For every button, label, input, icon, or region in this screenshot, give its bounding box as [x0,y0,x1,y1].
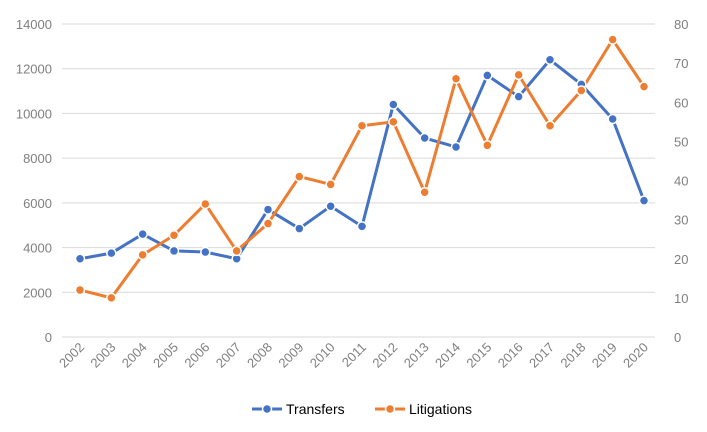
left-axis-tick: 0 [45,330,52,345]
legend-label-litigations: Litigations [409,401,472,417]
left-axis-tick: 14000 [16,17,52,32]
data-point-litigations [200,198,211,210]
data-point-transfers [356,221,368,232]
x-axis-tick: 2010 [307,340,338,371]
right-axis-ticks: 0 10 20 30 40 50 60 70 80 [674,17,688,345]
x-axis-tick: 2016 [495,340,526,371]
data-point-transfers [325,200,336,212]
data-point-transfers [168,245,180,257]
data-point-litigations [576,85,587,96]
x-axis-tick: 2020 [620,340,651,371]
data-point-transfers [544,54,556,66]
data-point-litigations [638,81,650,92]
right-axis-tick: 30 [674,213,688,228]
data-point-transfers [200,246,211,258]
data-point-litigations [450,73,462,85]
left-axis-tick: 8000 [23,151,52,166]
right-axis-tick: 10 [674,291,688,306]
data-point-litigations [74,284,86,296]
left-axis-tick: 2000 [23,285,52,300]
x-axis-tick: 2008 [244,340,275,371]
right-axis-tick: 50 [674,134,688,149]
data-point-transfers [638,195,650,206]
data-point-transfers [419,132,430,144]
left-axis-tick: 12000 [16,62,52,77]
data-point-litigations [356,120,368,131]
x-axis-tick: 2011 [339,340,369,370]
series-layer [74,34,650,304]
left-axis-ticks: 0 2000 4000 6000 8000 10000 12000 14000 [16,17,52,345]
x-axis-tick: 2012 [369,340,400,371]
legend-entry-litigations: Litigations [375,401,472,417]
x-axis-tick: 2014 [432,340,463,371]
data-point-transfers [482,70,493,81]
data-point-litigations [513,69,524,81]
legend: Transfers Litigations [252,401,472,417]
data-point-transfers [137,228,148,240]
right-axis-tick: 60 [674,95,688,110]
data-point-litigations [325,179,336,190]
data-point-transfers [294,223,305,234]
data-point-litigations [262,218,274,229]
data-point-litigations [137,249,148,261]
x-axis-tick: 2009 [275,340,306,371]
data-point-transfers [388,99,399,110]
right-axis-tick: 70 [674,56,688,71]
x-axis-tick: 2002 [56,340,87,371]
data-point-litigations [231,245,242,257]
data-point-litigations [607,34,618,45]
x-axis-tick: 2015 [463,340,494,371]
gridlines [62,23,655,338]
legend-entry-transfers: Transfers [252,401,345,417]
x-axis-tick: 2004 [119,340,150,371]
x-axis-tick: 2007 [213,340,244,371]
data-point-litigations [168,230,180,241]
data-point-litigations [544,120,556,131]
data-point-transfers [106,247,117,259]
data-point-transfers [607,113,618,125]
data-point-litigations [419,186,430,198]
left-axis-tick: 10000 [16,106,52,121]
x-axis-ticks: 2002 2003 2004 2005 2006 2007 2008 2009 2010 2011… [56,340,651,371]
x-axis-tick: 2006 [181,340,212,371]
data-point-litigations [482,140,493,151]
x-axis-tick: 2018 [557,340,588,371]
right-axis-tick: 20 [674,252,688,267]
data-point-litigations [388,116,399,128]
left-axis-tick: 6000 [23,196,52,211]
x-axis-tick: 2017 [526,340,557,371]
series-line-litigations [79,38,646,300]
data-point-litigations [294,171,305,182]
data-point-transfers [450,141,462,153]
right-axis-tick: 80 [674,17,688,32]
data-point-transfers [513,91,524,102]
data-point-transfers [74,253,86,264]
data-point-transfers [262,204,274,215]
x-axis-tick: 2003 [87,340,118,371]
x-axis-tick: 2019 [589,340,620,371]
legend-label-transfers: Transfers [286,401,345,417]
data-point-litigations [106,292,117,304]
x-axis-tick: 2005 [150,340,181,371]
right-axis-tick: 40 [674,174,688,189]
left-axis-tick: 4000 [23,241,52,256]
right-axis-tick: 0 [674,330,681,345]
x-axis-tick: 2013 [401,340,432,371]
